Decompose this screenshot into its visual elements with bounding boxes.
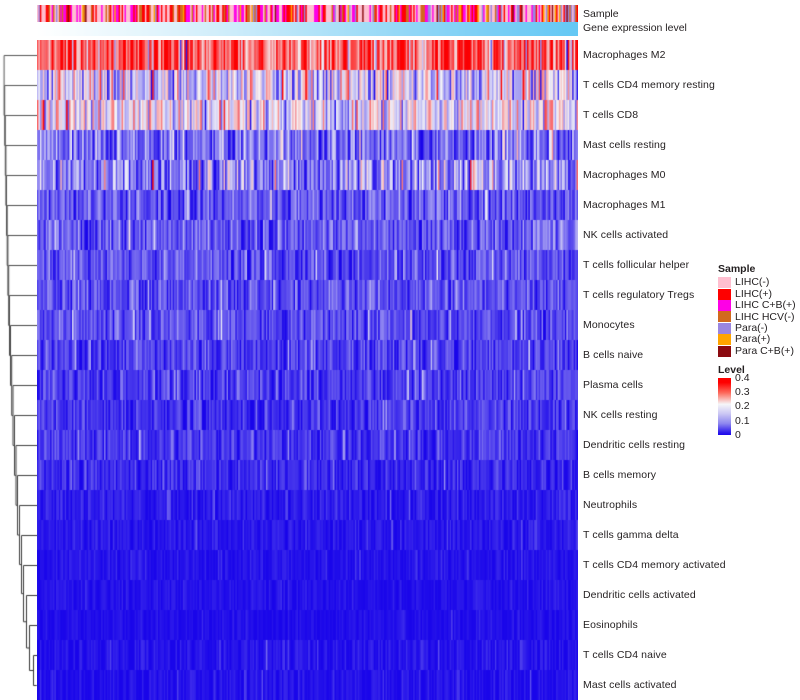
row-label: Mast cells resting (583, 139, 666, 151)
sample-annotation-bar (37, 5, 578, 22)
sample-legend-item: LIHC(+) (718, 287, 800, 300)
row-label: Dendritic cells resting (583, 439, 686, 451)
heatmap-body (37, 40, 578, 700)
legend-panel: Sample LIHC(-) LIHC(+) LIHC C+B(+) LIHC HCV… (718, 263, 800, 440)
row-label: Dendritic cells activated (583, 589, 696, 601)
level-legend-title: Level (718, 363, 745, 376)
row-label: Eosinophils (583, 619, 638, 631)
level-legend: Level 0.4 0.3 0.2 0.1 0 (718, 363, 800, 440)
sample-legend-item: Para C+B(+) (718, 344, 800, 357)
row-label: B cells naive (583, 349, 644, 361)
sample-legend-label: LIHC(+) (735, 287, 773, 300)
row-label: T cells CD4 memory resting (583, 79, 715, 91)
sample-legend-swatch (718, 311, 731, 323)
level-tick-label: 0.2 (735, 400, 750, 413)
sample-legend-swatch (718, 345, 731, 357)
row-label: Neutrophils (583, 499, 638, 511)
annotation-label-gene-expression-level: Gene expression level (583, 22, 687, 34)
row-label: T cells gamma delta (583, 529, 679, 541)
row-label: T cells CD4 naive (583, 649, 667, 661)
sample-legend-label: LIHC(-) (735, 276, 770, 289)
sample-legend-swatch (718, 288, 731, 300)
row-dendrogram (0, 40, 37, 700)
gene-expression-level-bar (37, 22, 578, 36)
level-colorbar (718, 377, 731, 435)
row-label: Macrophages M1 (583, 199, 666, 211)
row-label: Macrophages M0 (583, 169, 666, 181)
row-label: Plasma cells (583, 379, 644, 391)
level-tick-label: 0 (735, 428, 741, 441)
level-tick-label: 0.1 (735, 414, 750, 427)
row-label: Mast cells activated (583, 679, 677, 691)
row-label: T cells follicular helper (583, 259, 690, 271)
sample-legend-swatch (718, 277, 731, 289)
sample-legend-item: LIHC(-) (718, 276, 800, 289)
row-label: NK cells activated (583, 229, 669, 241)
sample-legend-item: LIHC C+B(+) (718, 299, 800, 312)
row-label: T cells regulatory Tregs (583, 289, 695, 301)
sample-legend-label: Para(-) (735, 322, 768, 335)
sample-legend-swatch (718, 299, 731, 311)
sample-legend-item: LIHC HCV(-) (718, 310, 800, 323)
level-tick-label: 0.3 (735, 386, 750, 399)
sample-legend-label: Para(+) (735, 333, 771, 346)
sample-legend-swatch (718, 322, 731, 334)
annotation-label-sample: Sample (583, 8, 619, 20)
sample-legend-title: Sample (718, 263, 756, 275)
row-label: NK cells resting (583, 409, 658, 421)
sample-legend-swatch (718, 334, 731, 346)
sample-legend-items: LIHC(-) LIHC(+) LIHC C+B(+) LIHC HCV(-) Para… (718, 277, 800, 357)
row-label: T cells CD8 (583, 109, 639, 121)
level-tick-group: 0.4 0.3 0.2 0.1 0 (735, 373, 775, 440)
sample-legend-label: LIHC C+B(+) (735, 299, 796, 312)
row-label: B cells memory (583, 469, 657, 481)
sample-legend-label: LIHC HCV(-) (735, 310, 795, 323)
sample-legend-item: Para(-) (718, 322, 800, 335)
row-label: Monocytes (583, 319, 635, 331)
sample-annotation-canvas (37, 5, 578, 22)
level-tick-label: 0.4 (735, 371, 750, 384)
sample-legend-label: Para C+B(+) (735, 344, 794, 357)
row-label: T cells CD4 memory activated (583, 559, 726, 571)
row-label: Macrophages M2 (583, 49, 666, 61)
sample-legend-item: Para(+) (718, 333, 800, 346)
